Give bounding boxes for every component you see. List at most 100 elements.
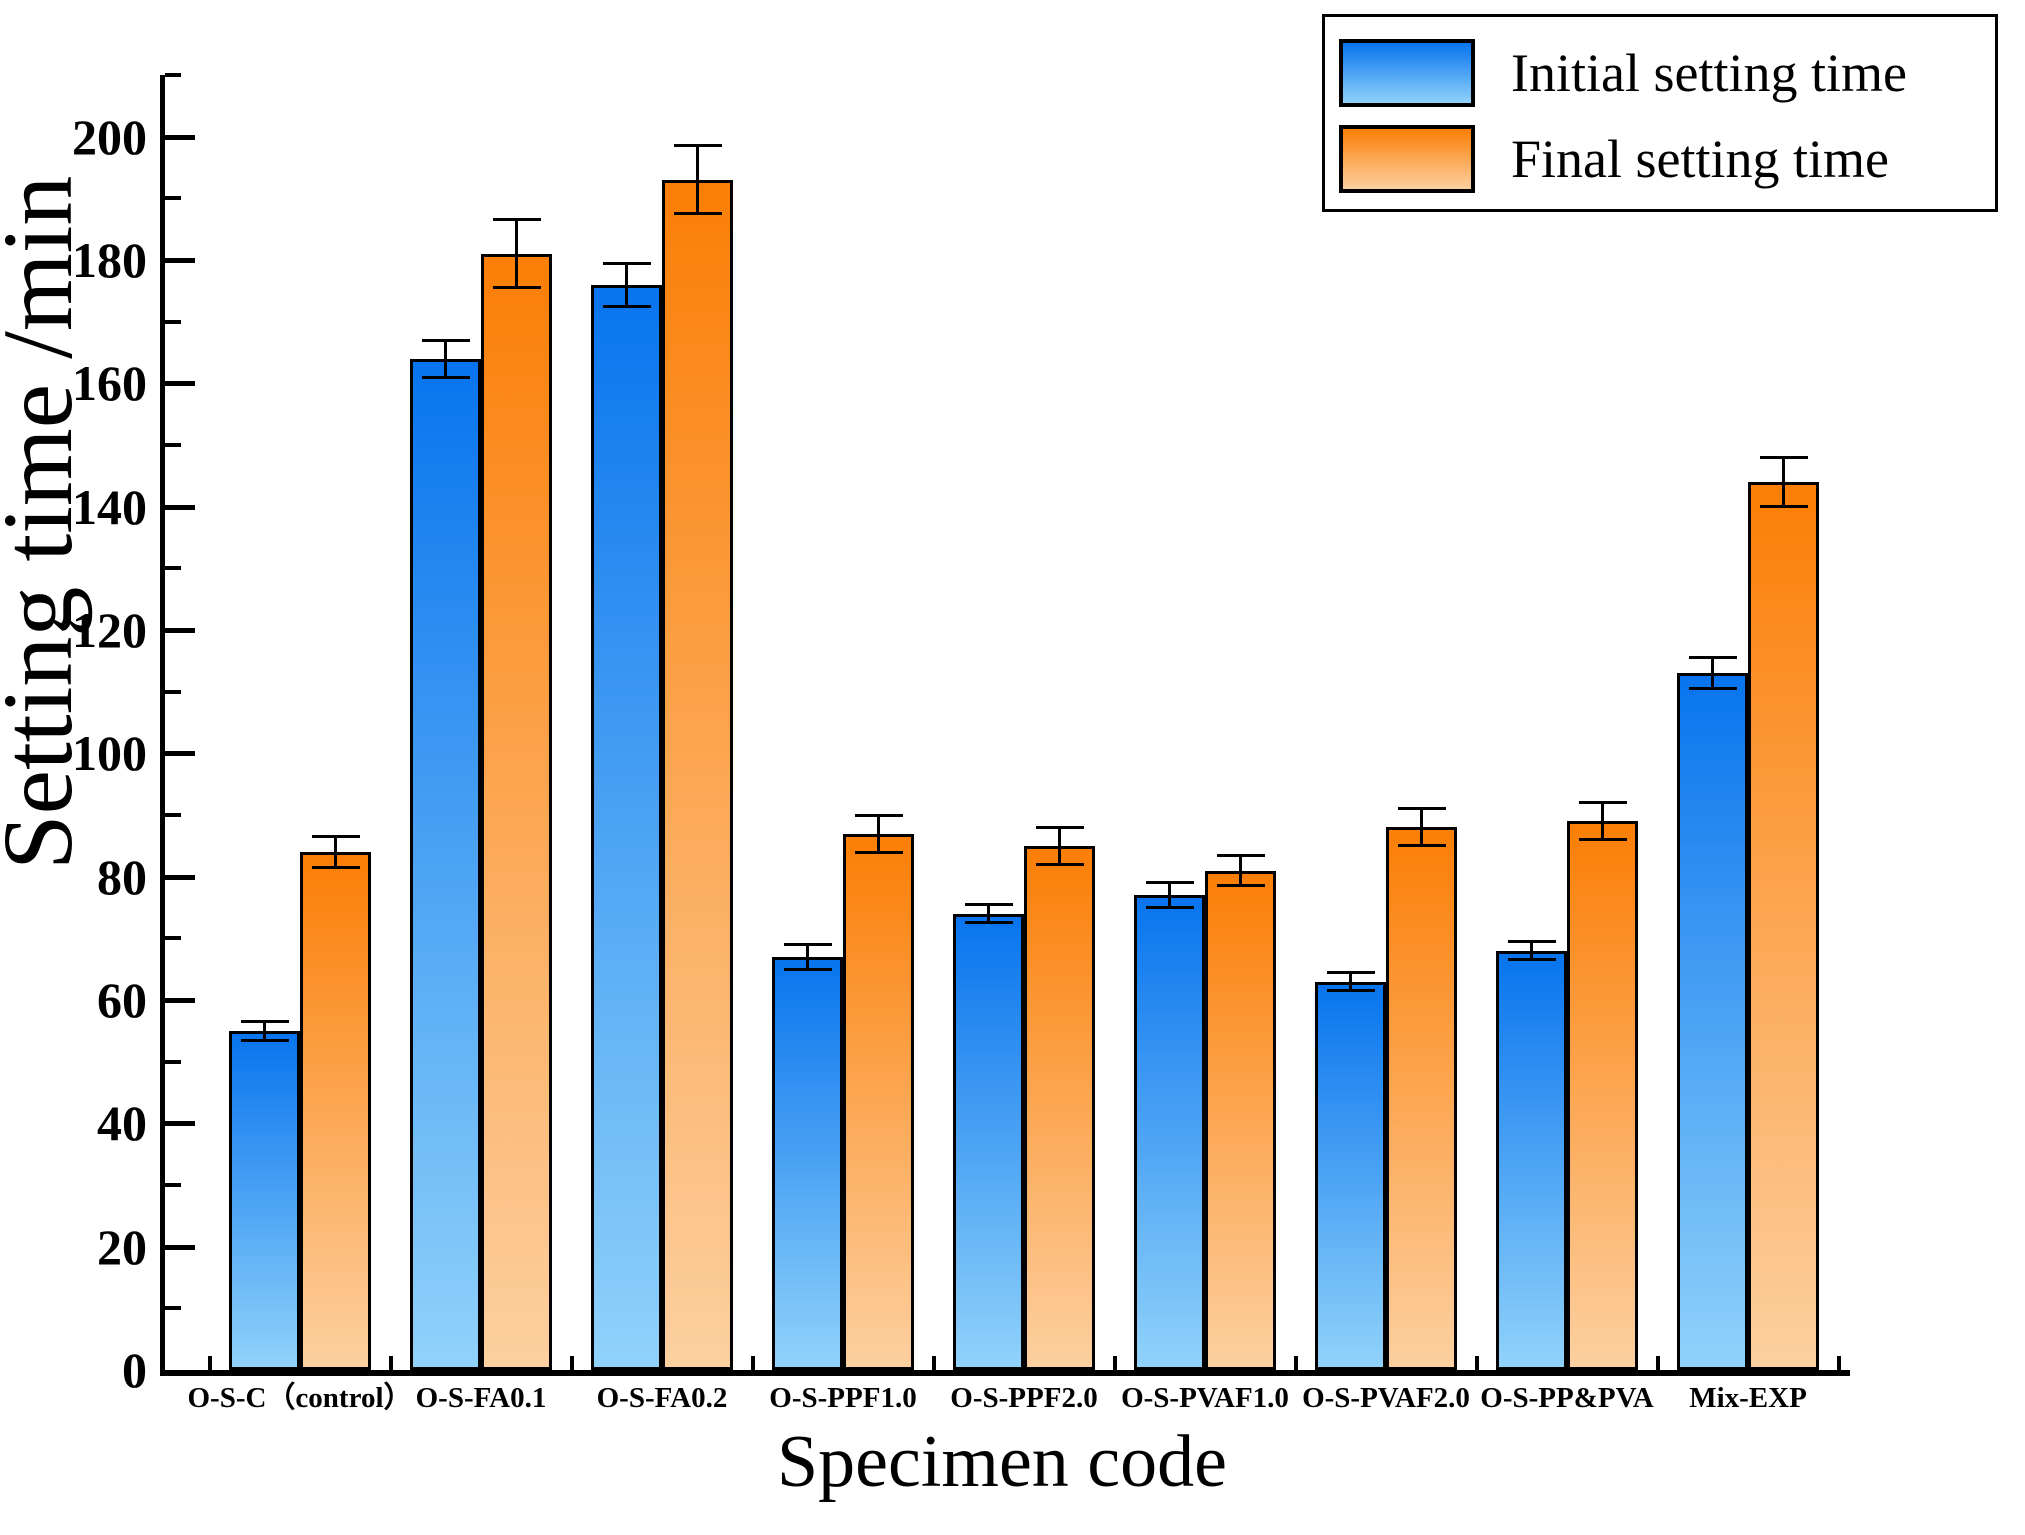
x-major-tick — [1021, 1344, 1027, 1370]
bar-initial-O-S-PP&PVA — [1496, 950, 1567, 1370]
error-bar-top-cap — [854, 813, 903, 817]
bar-final-O-S-PPF1.0 — [843, 833, 914, 1370]
error-bar-bottom-cap — [311, 865, 360, 869]
error-bar-top-cap — [1397, 807, 1446, 811]
y-major-tick — [165, 1244, 195, 1250]
error-bar-stem — [1601, 802, 1604, 840]
y-tick-label: 140 — [72, 478, 147, 535]
error-bar-bottom-cap — [1145, 906, 1194, 909]
y-major-tick — [165, 134, 195, 140]
x-category-label: O-S-PVAF2.0 — [1302, 1382, 1470, 1414]
bar-final-O-S-PVAF1.0 — [1205, 870, 1276, 1370]
bar-final-O-S-PVAF2.0 — [1386, 827, 1457, 1370]
x-category-label: O-S-PPF2.0 — [950, 1382, 1098, 1414]
x-minor-tick — [1293, 1356, 1298, 1370]
bar-initial-O-S-FA0.2 — [591, 284, 662, 1370]
error-bar-stem — [1349, 972, 1352, 991]
error-bar-stem — [625, 263, 628, 307]
y-tick-label: 100 — [72, 725, 147, 782]
error-bar-bottom-cap — [783, 967, 832, 971]
bar-initial-Mix-EXP — [1677, 673, 1748, 1370]
y-minor-tick — [165, 443, 181, 447]
bar-final-O-S-C（control） — [300, 852, 371, 1370]
y-minor-tick — [165, 319, 181, 324]
initial-setting-swatch — [1339, 39, 1475, 107]
y-minor-tick — [165, 566, 181, 571]
legend-item-final: Final setting time — [1339, 125, 1889, 193]
x-major-tick — [478, 1344, 484, 1370]
bar-final-O-S-PPF2.0 — [1024, 845, 1095, 1370]
y-minor-tick — [165, 813, 181, 817]
y-tick-label: 80 — [97, 848, 147, 905]
error-bar-bottom-cap — [1688, 687, 1737, 691]
y-major-tick — [165, 504, 195, 510]
error-bar-top-cap — [602, 261, 651, 265]
error-bar-bottom-cap — [1216, 884, 1265, 888]
bar-initial-O-S-PPF2.0 — [953, 913, 1024, 1370]
x-minor-tick — [388, 1356, 393, 1370]
y-minor-tick — [165, 1306, 181, 1311]
error-bar-stem — [877, 815, 880, 852]
error-bar-top-cap — [1578, 801, 1627, 805]
error-bar-bottom-cap — [1326, 989, 1375, 993]
y-tick-label: 180 — [72, 232, 147, 288]
y-major-tick — [165, 381, 195, 387]
error-bar-top-cap — [492, 218, 541, 222]
error-bar-top-cap — [783, 943, 832, 946]
error-bar-stem — [1168, 882, 1171, 908]
y-major-tick — [165, 751, 195, 757]
legend-label: Final setting time — [1511, 129, 1889, 189]
x-minor-tick — [1836, 1356, 1841, 1370]
y-minor-tick — [165, 936, 181, 941]
error-bar-bottom-cap — [492, 286, 541, 290]
plot-area: 0 20 40 60 80 100 120 140 160 180 200 O-S-C（control… — [72, 73, 1850, 1413]
x-minor-tick — [207, 1356, 212, 1370]
y-minor-tick — [165, 196, 181, 201]
x-category-label: O-S-FA0.1 — [415, 1382, 547, 1414]
y-major-tick — [165, 874, 195, 880]
error-bar-bottom-cap — [964, 921, 1013, 925]
error-bar-stem — [263, 1021, 266, 1041]
error-bar-stem — [1420, 808, 1423, 846]
x-category-label: O-S-FA0.2 — [596, 1382, 728, 1414]
error-bar-bottom-cap — [602, 304, 651, 308]
y-tick-label: 20 — [97, 1218, 147, 1275]
error-bar-stem — [1711, 657, 1714, 689]
bar-initial-O-S-C（control） — [229, 1030, 300, 1370]
final-setting-swatch — [1339, 125, 1475, 193]
error-bar-stem — [444, 340, 447, 378]
error-bar-stem — [987, 904, 990, 923]
y-major-tick — [165, 998, 195, 1003]
x-category-label: O-S-PPF1.0 — [769, 1382, 917, 1414]
error-bar-stem — [696, 145, 699, 214]
error-bar-top-cap — [311, 835, 360, 839]
error-bar-bottom-cap — [1507, 958, 1556, 962]
x-minor-tick — [1112, 1356, 1117, 1370]
error-bar-top-cap — [1759, 455, 1808, 459]
error-bar-top-cap — [1688, 656, 1737, 660]
x-major-tick — [659, 1344, 665, 1370]
error-bar-bottom-cap — [240, 1038, 289, 1042]
error-bar-bottom-cap — [1035, 862, 1084, 866]
error-bar-stem — [515, 219, 518, 288]
x-major-tick — [297, 1344, 303, 1370]
error-bar-bottom-cap — [854, 850, 903, 854]
y-major-tick — [165, 258, 195, 263]
x-minor-tick — [750, 1356, 755, 1370]
error-bar-bottom-cap — [421, 375, 470, 379]
error-bar-stem — [1239, 855, 1242, 886]
legend: Initial setting time Final setting time — [1322, 14, 1998, 212]
bar-final-O-S-FA0.2 — [662, 179, 733, 1370]
x-category-label: Mix-EXP — [1689, 1382, 1807, 1414]
error-bar-top-cap — [240, 1020, 289, 1024]
x-major-tick — [840, 1344, 846, 1370]
error-bar-stem — [1530, 941, 1533, 960]
y-minor-tick — [165, 689, 181, 694]
error-bar-top-cap — [1035, 825, 1084, 829]
y-minor-tick — [165, 1059, 181, 1064]
x-major-tick — [1745, 1344, 1751, 1370]
y-tick-label: 120 — [72, 602, 147, 658]
x-minor-tick — [1655, 1356, 1660, 1370]
x-category-label: O-S-PVAF1.0 — [1121, 1382, 1289, 1414]
